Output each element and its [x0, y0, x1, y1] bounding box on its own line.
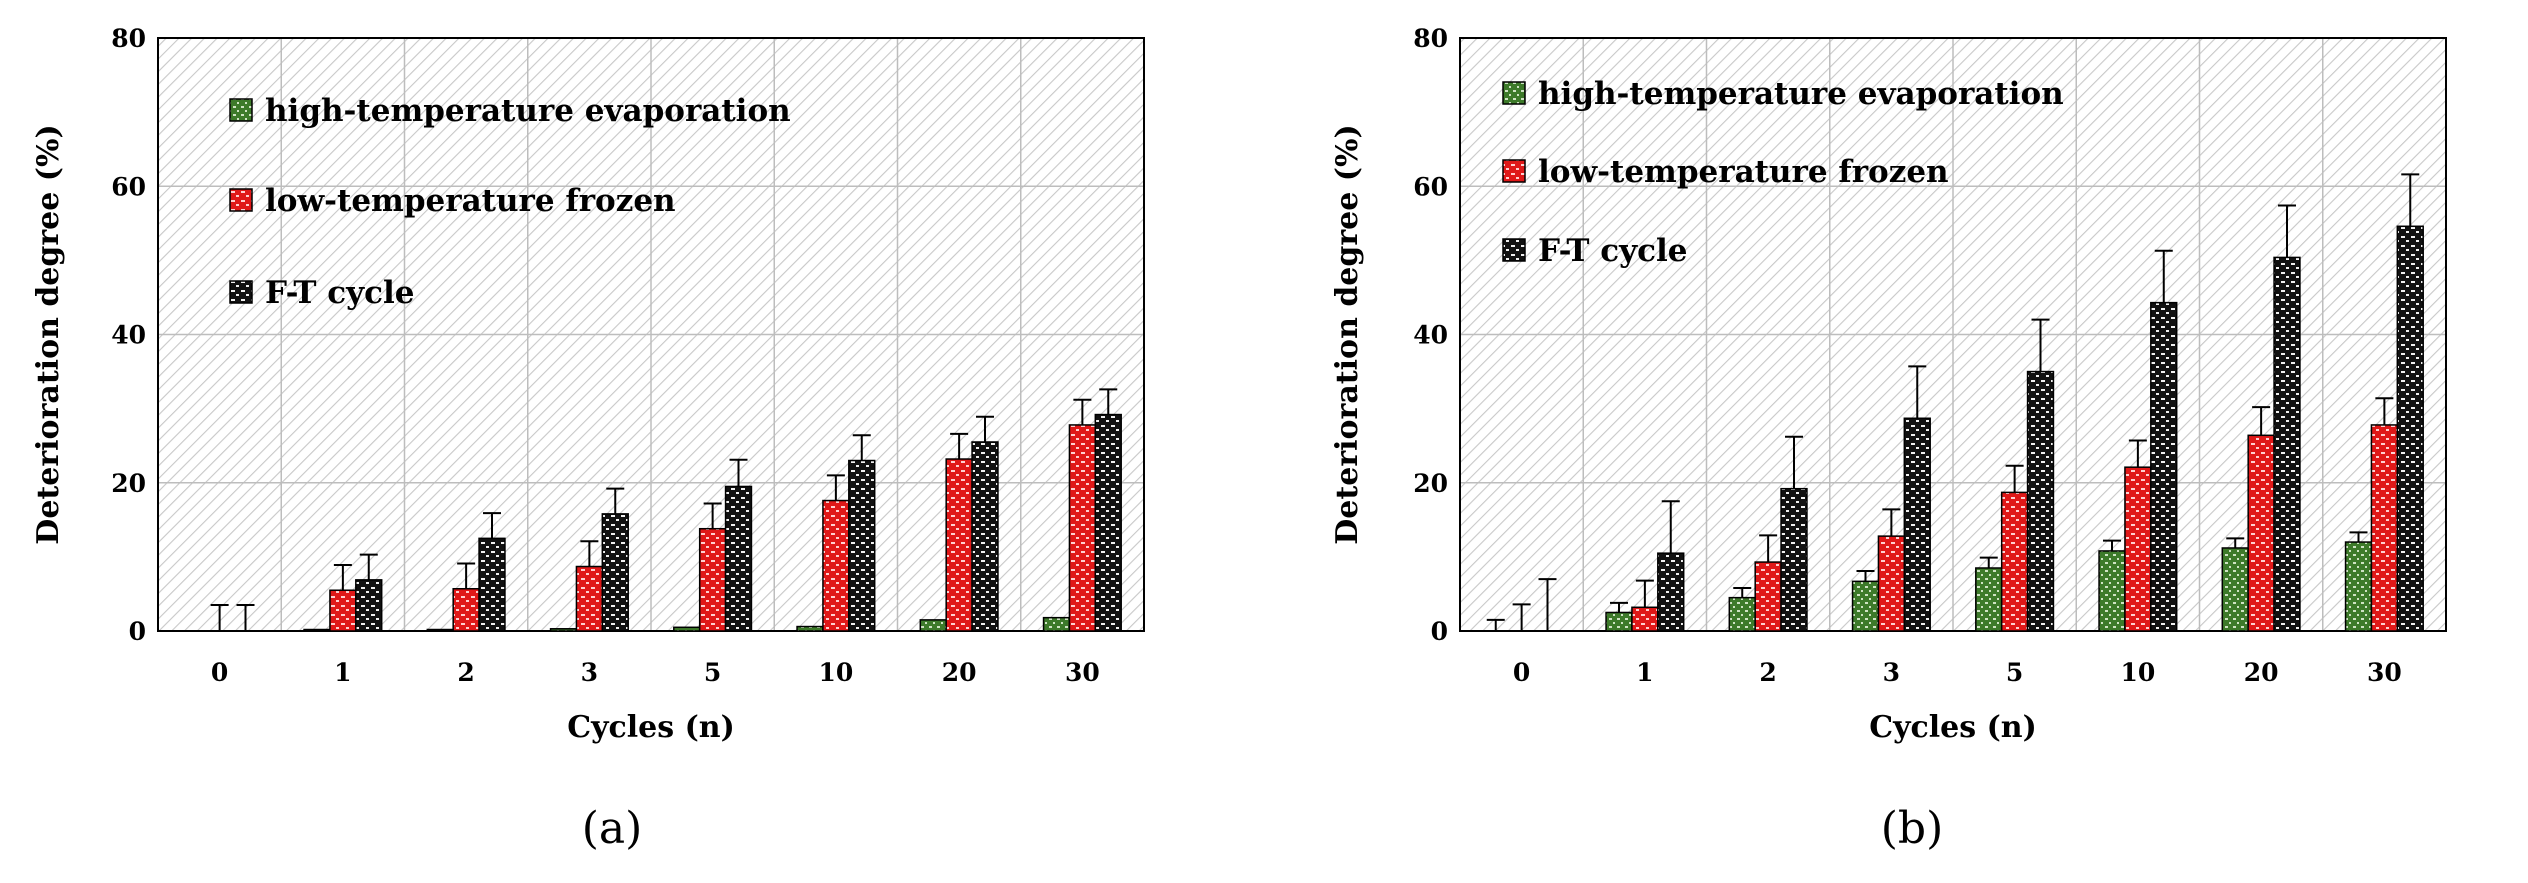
bar [2124, 466, 2152, 632]
y-tick-label: 20 [111, 469, 146, 498]
bar [426, 628, 454, 632]
y-axis-title: Deterioration degree (%) [1330, 124, 1365, 544]
bar [2344, 541, 2373, 632]
bar [971, 441, 999, 632]
bar [329, 589, 357, 632]
chart-panel-a: 0 20 40 60 80 0 1 2 3 5 10 20 30 Deterioration degree… [31, 24, 1145, 854]
legend-label: high-temperature evaporation [1538, 76, 2064, 112]
bar [724, 485, 753, 632]
bar [2370, 424, 2399, 632]
legend-label: low-temperature frozen [265, 183, 676, 219]
bar [2098, 550, 2126, 632]
y-tick-label: 60 [1413, 172, 1448, 201]
bar [822, 499, 850, 632]
legend-swatch [1502, 159, 1526, 183]
bar [1094, 413, 1122, 632]
bar [549, 628, 578, 632]
bar [452, 587, 480, 632]
bar [2026, 370, 2055, 632]
x-axis-title: Cycles (n) [1869, 710, 2037, 745]
y-tick-label: 80 [1413, 24, 1448, 53]
legend-label: high-temperature evaporation [265, 93, 791, 129]
panel-label: (b) [1881, 803, 1944, 854]
legend-label: F-T cycle [1538, 233, 1687, 269]
bar [1042, 616, 1071, 632]
x-tick-label: 3 [1883, 658, 1900, 687]
bar [848, 459, 876, 632]
chart-panel-b: 0 20 40 60 80 0 1 2 3 5 10 20 30 Deterioration degree… [1330, 24, 2447, 854]
bar [1877, 535, 1906, 632]
legend-swatch [1502, 238, 1526, 262]
x-tick-label: 5 [704, 658, 721, 687]
y-tick-label: 40 [111, 321, 146, 350]
bar [303, 628, 331, 632]
x-tick-label: 0 [1513, 658, 1530, 687]
bar [478, 537, 506, 632]
bar [919, 619, 947, 632]
x-tick-label: 20 [2244, 658, 2279, 687]
y-tick-label: 80 [111, 24, 146, 53]
bar [1975, 567, 2003, 632]
x-tick-label: 5 [2006, 658, 2023, 687]
x-axis-title: Cycles (n) [567, 710, 735, 745]
bar [601, 513, 629, 632]
plot-frame [157, 37, 1145, 632]
bar [1605, 611, 1633, 632]
bar [2247, 434, 2275, 632]
legend-label: low-temperature frozen [1538, 154, 1949, 190]
bar [1851, 580, 1880, 632]
x-tick-label: 1 [1636, 658, 1653, 687]
bar [1631, 606, 1659, 632]
bar [2221, 547, 2249, 632]
legend-label: F-T cycle [265, 275, 414, 311]
y-axis-title: Deterioration degree (%) [31, 124, 66, 544]
panel-label: (a) [582, 803, 643, 854]
bar [2150, 301, 2178, 632]
bar [1754, 561, 1782, 632]
y-tick-label: 40 [1413, 321, 1448, 350]
bar [796, 625, 824, 632]
bar [673, 626, 701, 632]
bar [355, 579, 383, 632]
x-tick-label: 1 [334, 658, 351, 687]
bar [1728, 596, 1756, 632]
legend-swatch [1502, 81, 1526, 105]
bar [2000, 491, 2029, 632]
x-tick-label: 3 [581, 658, 598, 687]
bar [575, 565, 604, 632]
y-tick-label: 0 [129, 617, 146, 646]
bar [1903, 417, 1931, 632]
x-tick-label: 0 [211, 658, 228, 687]
y-tick-label: 20 [1413, 469, 1448, 498]
x-tick-label: 20 [942, 658, 977, 687]
bar [698, 527, 727, 632]
bar [945, 458, 973, 632]
plot-frame [1459, 37, 2447, 632]
y-tick-label: 0 [1431, 617, 1448, 646]
bar [1068, 424, 1097, 632]
y-tick-label: 60 [111, 172, 146, 201]
bar [1657, 552, 1685, 632]
bar [1780, 487, 1808, 632]
legend-swatch [229, 98, 253, 122]
legend-swatch [229, 280, 253, 304]
x-tick-label: 10 [2120, 658, 2155, 687]
x-tick-label: 2 [457, 658, 474, 687]
x-tick-label: 30 [1065, 658, 1100, 687]
x-tick-label: 30 [2367, 658, 2402, 687]
x-tick-label: 10 [818, 658, 853, 687]
legend-swatch [229, 188, 253, 212]
x-tick-label: 2 [1759, 658, 1776, 687]
bar [2396, 225, 2424, 632]
bar [2273, 256, 2301, 632]
